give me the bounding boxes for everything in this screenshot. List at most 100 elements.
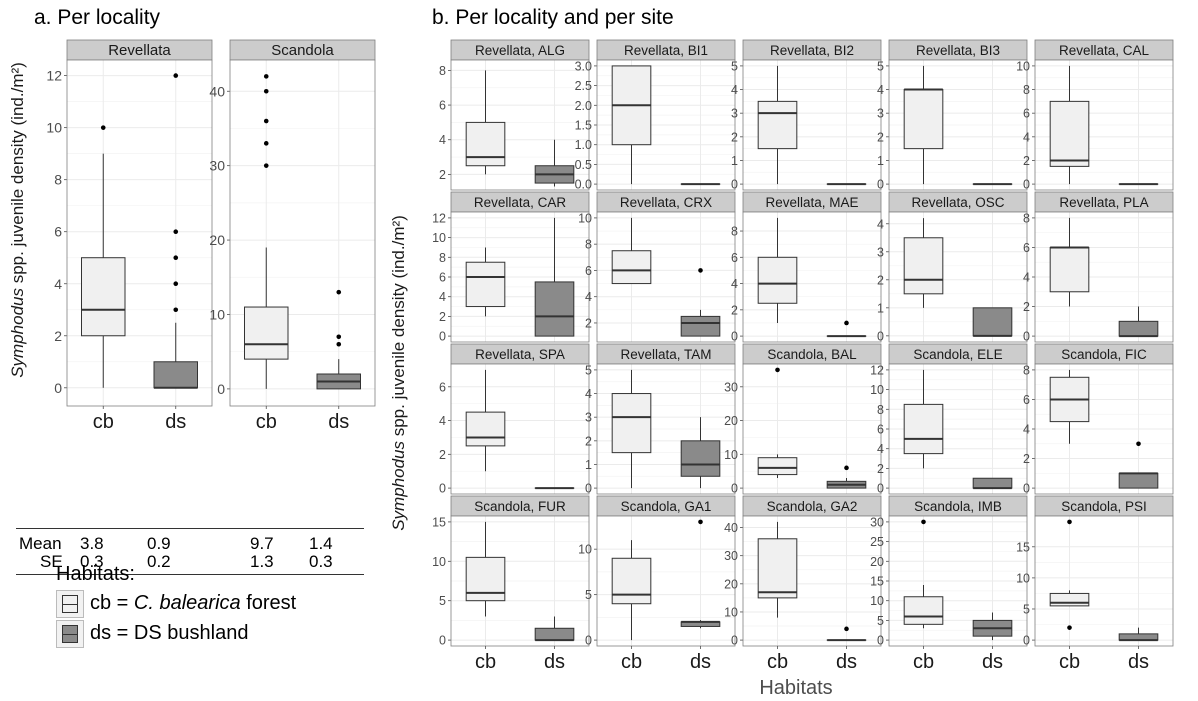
outlier-point	[921, 519, 926, 525]
panel-border	[450, 59, 590, 191]
facet-strip-label: Revellata, TAM	[620, 347, 711, 362]
outlier-point	[698, 268, 703, 273]
panel-border	[742, 211, 882, 343]
facet-panel: Revellata, ALG 2 4 6 8	[439, 39, 590, 191]
y-tick-label: 4	[1023, 423, 1030, 437]
y-tick-label: 3	[585, 411, 592, 425]
legend-key-cb	[56, 590, 84, 618]
box-cb	[465, 556, 506, 602]
y-tick-label: 4	[439, 414, 446, 428]
panel-border	[888, 363, 1028, 495]
y-tick-label: 20	[724, 577, 738, 591]
y-tick-label: 20	[724, 414, 738, 428]
facet-strip-label: Scandola, BAL	[767, 347, 857, 362]
panel-border	[1034, 211, 1174, 343]
facet-panel: Revellata 0 2 4 6 8 10 12 cb ds	[46, 39, 213, 433]
legend-label-cb-prefix: cb =	[90, 592, 134, 614]
y-tick-label: 2	[1023, 452, 1030, 466]
outlier-point	[336, 289, 342, 295]
panel-border	[1034, 363, 1174, 495]
y-tick-label: 0	[1023, 482, 1030, 496]
panel-border	[450, 515, 590, 647]
panel-border	[888, 211, 1028, 343]
box-ds	[680, 315, 721, 337]
x-tick-label: ds	[544, 651, 565, 673]
panel-border	[1034, 515, 1174, 647]
y-tick-label: 10	[724, 448, 738, 462]
summary-bottom-rule	[16, 574, 364, 575]
y-tick-label: 10	[724, 605, 738, 619]
y-tick-label: 10	[870, 383, 884, 397]
y-tick-label: 5	[439, 594, 446, 608]
y-tick-label: 12	[432, 211, 446, 225]
box-cb	[611, 250, 652, 285]
panel-border	[742, 363, 882, 495]
outlier-point	[173, 307, 179, 313]
y-tick-label: 1	[877, 154, 884, 168]
box-cb	[611, 557, 652, 605]
facet-strip-label: Revellata	[108, 42, 171, 59]
y-tick-label: 0	[439, 634, 446, 648]
plot-background	[67, 60, 212, 406]
y-tick-label: 8	[439, 251, 446, 265]
facet-strip-label: Revellata, CAL	[1059, 43, 1150, 58]
y-tick-label: 0	[877, 178, 884, 192]
y-tick-label: 15	[432, 515, 446, 529]
y-tick-label: 20	[209, 232, 225, 248]
x-tick-label: ds	[982, 651, 1003, 673]
y-tick-label: 8	[731, 225, 738, 239]
panel-a-title: a. Per locality	[34, 6, 161, 29]
outlier-point	[263, 141, 269, 146]
y-tick-label: 20	[870, 555, 884, 569]
legend-label-ds: ds = DS bushland	[90, 622, 249, 644]
y-tick-label: 0	[1023, 178, 1030, 192]
facet-panel: Revellata, MAE 0 2 4 6 8	[731, 191, 882, 344]
y-tick-label: 0	[1023, 330, 1030, 344]
y-tick-label: 4	[585, 290, 592, 304]
y-tick-label: 30	[724, 549, 738, 563]
facet-strip-label: Revellata, SPA	[475, 347, 565, 362]
y-tick-label: 0	[877, 482, 884, 496]
facet-panel: Revellata, BI3 0 1 2 3 4 5	[877, 39, 1028, 192]
panel-border	[596, 211, 736, 343]
outlier-point	[263, 118, 269, 124]
facet-strip-label: Revellata, CAR	[474, 195, 567, 210]
facet-panel: Revellata, BI1 0.0 0.5 1.0 1.5 2.0 2.5 3.0	[575, 39, 736, 192]
box-ds	[534, 281, 575, 337]
y-tick-label: 0	[217, 381, 225, 397]
facet-strip-label: Scandola, IMB	[914, 499, 1002, 514]
y-tick-label: 2	[731, 130, 738, 144]
y-tick-label: 10	[870, 594, 884, 608]
y-tick-label: 4	[731, 277, 738, 291]
y-tick-label: 2	[877, 462, 884, 476]
y-tick-label: 40	[724, 521, 738, 535]
summary-value: 9.7	[250, 534, 274, 553]
y-tick-label: 0	[877, 634, 884, 648]
y-tick-label: 10	[432, 231, 446, 245]
outlier-point	[336, 334, 342, 340]
y-tick-label: 2	[439, 168, 446, 182]
x-tick-label: cb	[256, 411, 277, 433]
outlier-point	[173, 73, 179, 78]
y-tick-label: 25	[870, 535, 884, 549]
summary-label-mean: Mean	[19, 534, 62, 553]
facet-panel: Revellata, CAR 0 2 4 6 8 10 12	[432, 191, 590, 344]
y-tick-label: 3	[731, 107, 738, 121]
summary-value: 0.9	[147, 534, 171, 553]
summary-label-se: SE	[40, 552, 63, 571]
y-tick-label: 10	[209, 307, 225, 323]
y-tick-label: 2	[1023, 154, 1030, 168]
y-tick-label: 0	[731, 634, 738, 648]
y-tick-label: 4	[877, 83, 884, 97]
summary-value: 3.8	[80, 534, 104, 553]
y-tick-label: 6	[439, 99, 446, 113]
outlier-point	[263, 163, 269, 168]
y-tick-label: 8	[585, 238, 592, 252]
facet-panel: Revellata, TAM 0 1 2 3 4 5	[585, 343, 736, 496]
box-ds	[534, 627, 575, 641]
y-tick-label: 3.0	[575, 59, 592, 73]
box-cb	[465, 121, 506, 167]
panel-border	[596, 59, 736, 191]
y-tick-label: 0	[54, 380, 62, 396]
box-ds	[153, 361, 198, 389]
